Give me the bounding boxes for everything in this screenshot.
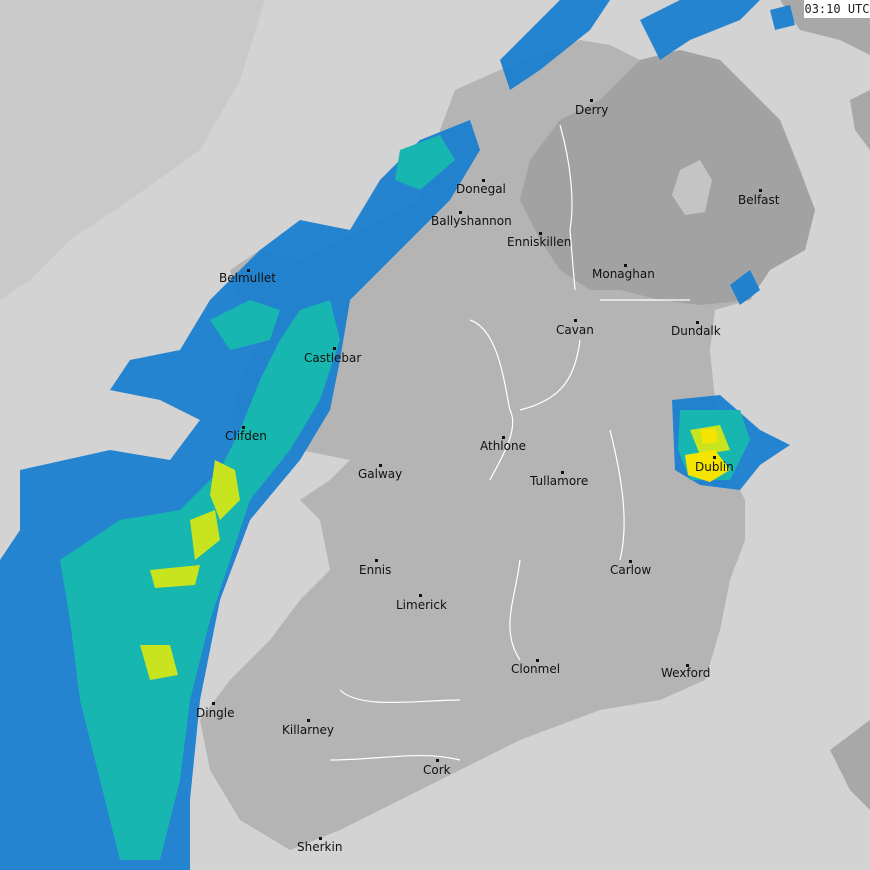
city-dot — [624, 264, 627, 267]
city-label-castlebar: Castlebar — [304, 351, 362, 365]
city-label-monaghan: Monaghan — [592, 267, 655, 281]
city-label-clifden: Clifden — [225, 429, 267, 443]
rivers — [329, 124, 690, 761]
city-label-carlow: Carlow — [610, 563, 652, 577]
city-label-cork: Cork — [423, 763, 451, 777]
city-label-ballyshannon: Ballyshannon — [431, 214, 512, 228]
city-dot — [212, 702, 215, 705]
city-dot — [561, 471, 564, 474]
city-dot — [242, 426, 245, 429]
city-dot — [307, 719, 310, 722]
city-label-athlone: Athlone — [480, 439, 526, 453]
radar-heavy — [140, 425, 730, 680]
city-label-donegal: Donegal — [456, 182, 506, 196]
city-dot — [375, 559, 378, 562]
city-label-wexford: Wexford — [661, 666, 711, 680]
city-dot — [247, 269, 250, 272]
city-dot — [459, 211, 462, 214]
city-dot — [629, 560, 632, 563]
lough-neagh — [672, 160, 712, 215]
city-dot — [319, 837, 322, 840]
city-label-derry: Derry — [575, 103, 609, 117]
city-label-dublin: Dublin — [695, 460, 734, 474]
radar-intense — [685, 428, 730, 482]
city-label-belfast: Belfast — [738, 193, 780, 207]
city-label-dundalk: Dundalk — [671, 324, 721, 338]
city-dot — [536, 659, 539, 662]
city-dot — [686, 664, 689, 667]
city-dot — [379, 464, 382, 467]
city-label-cavan: Cavan — [556, 323, 594, 337]
city-dot — [436, 759, 439, 762]
city-dot — [574, 319, 577, 322]
city-label-limerick: Limerick — [396, 598, 447, 612]
scotland-land-2 — [850, 90, 870, 150]
city-label-galway: Galway — [358, 467, 403, 481]
city-label-belmullet: Belmullet — [219, 271, 276, 285]
city-dot — [333, 347, 336, 350]
city-dot — [759, 189, 762, 192]
city-dot — [713, 456, 716, 459]
city-label-ennis: Ennis — [359, 563, 392, 577]
deep-sea-region — [0, 0, 265, 300]
city-label-clonmel: Clonmel — [511, 662, 561, 676]
city-dot — [539, 232, 542, 235]
city-dot — [502, 436, 505, 439]
city-dot — [482, 179, 485, 182]
timestamp-label: 03:10 UTC — [804, 0, 870, 18]
city-dot — [696, 321, 699, 324]
city-label-killarney: Killarney — [282, 723, 335, 737]
city-label-dingle: Dingle — [196, 706, 235, 720]
northern-ireland-land — [520, 50, 815, 305]
city-label-tullamore: Tullamore — [530, 474, 589, 488]
city-dot — [419, 594, 422, 597]
wales-land — [830, 720, 870, 810]
city-dot — [590, 99, 593, 102]
city-label-sherkin: Sherkin — [297, 840, 343, 854]
city-label-enniskillen: Enniskillen — [507, 235, 572, 249]
